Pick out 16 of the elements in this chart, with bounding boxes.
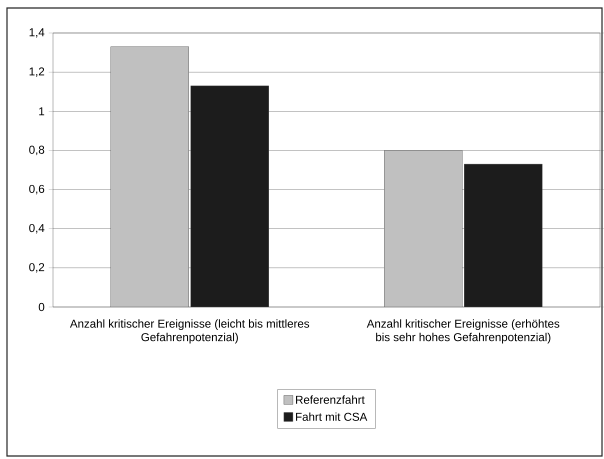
y-tick-label: 1 (39, 107, 44, 116)
x-tick-label: Anzahl kritischer Ereignisse (erhöhtes bis sehr hohes Gefahrenpotenzial) (366, 319, 560, 344)
y-tick-label: 1,2 (30, 67, 44, 77)
x-tick-label: Anzahl kritischer Ereignisse (leicht bis mittleres Gefahrenpotenzial) (70, 319, 310, 344)
y-tick-label: 0 (38, 302, 44, 312)
bar (190, 86, 269, 307)
y-tick-label: 1,4 (30, 28, 44, 38)
y-tick-label: 0,4 (29, 224, 44, 234)
y-tick-label: 0,6 (29, 184, 44, 194)
legend-label: Fahrt mit CSA (296, 412, 368, 421)
legend-label: Referenzfahrt (296, 395, 365, 404)
y-tick-label: 0,8 (29, 146, 44, 156)
bar (464, 164, 542, 307)
bar (384, 150, 462, 307)
y-tick-label: 0,2 (29, 263, 44, 273)
bar (110, 46, 189, 307)
